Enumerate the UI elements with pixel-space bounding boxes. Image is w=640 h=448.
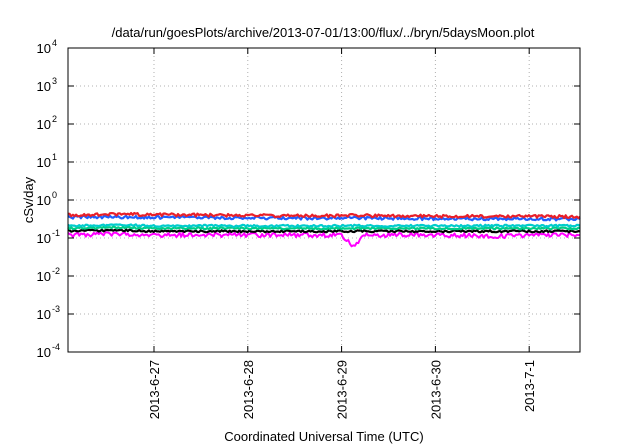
y-tick-exponent: 4 <box>52 38 57 48</box>
y-tick-exponent: -3 <box>52 304 60 314</box>
chart-title: /data/run/goesPlots/archive/2013-07-01/1… <box>112 25 535 40</box>
y-tick-label: 10 <box>37 117 51 132</box>
grid-lines <box>68 48 580 352</box>
x-tick-label: 2013-7-1 <box>522 360 537 412</box>
y-tick-exponent: -1 <box>52 228 60 238</box>
series-line <box>67 225 581 231</box>
x-tick-label: 2013-6-30 <box>428 360 443 419</box>
y-tick-exponent: -4 <box>52 342 60 352</box>
series-line <box>67 223 581 228</box>
y-tick-exponent: 0 <box>52 190 57 200</box>
x-axis-label: Coordinated Universal Time (UTC) <box>224 429 423 444</box>
series-line <box>67 211 581 220</box>
y-tick-exponent: 3 <box>52 76 57 86</box>
y-tick-label: 10 <box>37 345 51 360</box>
y-tick-exponent: 2 <box>52 114 57 124</box>
y-tick-label: 10 <box>37 79 51 94</box>
x-tick-label: 2013-6-29 <box>335 360 350 419</box>
y-tick-label: 10 <box>37 231 51 246</box>
y-tick-label: 10 <box>37 193 51 208</box>
y-tick-exponent: -2 <box>52 266 60 276</box>
series-line <box>67 228 581 234</box>
x-tick-label: 2013-6-28 <box>241 360 256 419</box>
y-tick-label: 10 <box>37 269 51 284</box>
data-series-group <box>67 211 581 248</box>
series-line <box>67 214 581 222</box>
x-tick-label: 2013-6-27 <box>147 360 162 419</box>
series-line <box>67 230 581 248</box>
y-tick-exponent: 1 <box>52 152 57 162</box>
y-tick-label: 10 <box>37 307 51 322</box>
y-axis-label: cSv/day <box>21 176 36 223</box>
y-tick-label: 10 <box>37 155 51 170</box>
x-axis-ticks: 2013-6-27 2013-6-28 2013-6-29 2013-6-30 2013… <box>147 48 537 419</box>
y-tick-label: 10 <box>37 41 51 56</box>
